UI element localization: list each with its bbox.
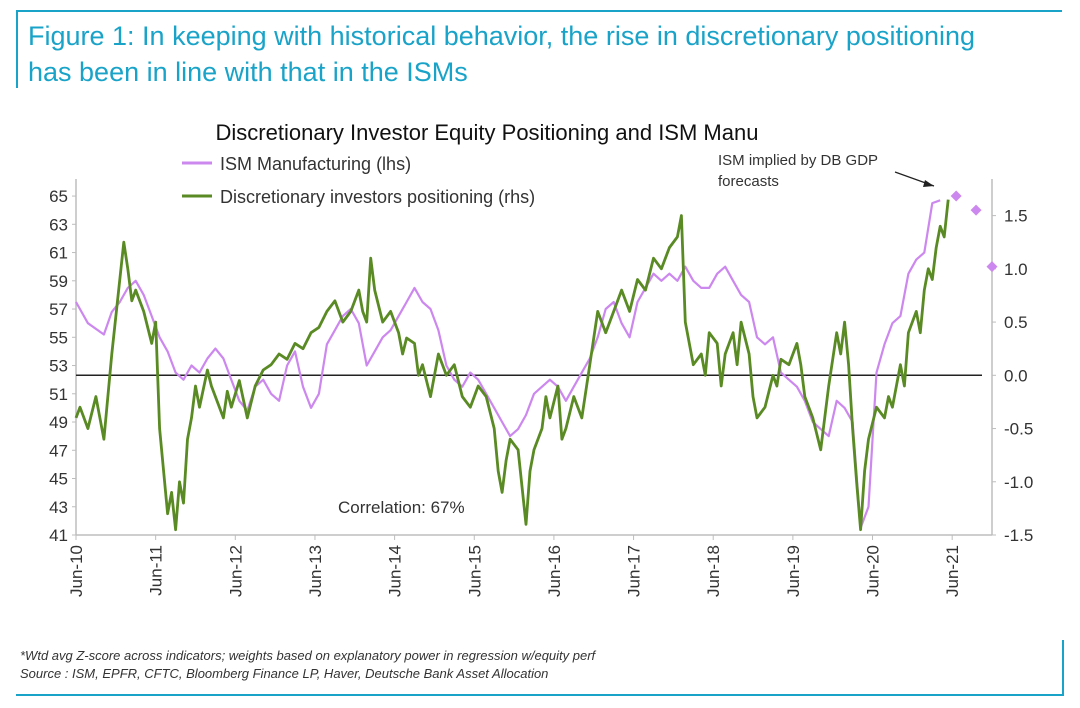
x-tick-label: Jun-15 xyxy=(465,545,484,597)
chart-container: Discretionary Investor Equity Positionin… xyxy=(0,110,1080,645)
y-left-tick-label: 51 xyxy=(49,385,68,404)
figure-frame-bottom xyxy=(16,694,1064,696)
legend-label-positioning: Discretionary investors positioning (rhs… xyxy=(220,187,535,207)
x-tick-label: Jun-14 xyxy=(386,545,405,597)
figure-title-line-1: Figure 1: In keeping with historical beh… xyxy=(28,21,976,51)
y-right-tick-label: 0.5 xyxy=(1004,313,1028,332)
figure-frame-left xyxy=(16,10,18,88)
x-tick-label: Jun-19 xyxy=(784,545,803,597)
y-left-tick-label: 63 xyxy=(49,215,68,234)
y-left-tick-label: 57 xyxy=(49,300,68,319)
chart-title: Discretionary Investor Equity Positionin… xyxy=(216,120,759,145)
figure-frame-top xyxy=(16,10,1062,12)
legend-label-ism: ISM Manufacturing (lhs) xyxy=(220,154,411,174)
plot-layer: 41 43 45 47 49 51 53 55 57 59 61 63 65 -1.5 -1.0 -0.5 0.… xyxy=(49,179,1033,597)
y-right-tick-label: 1.5 xyxy=(1004,207,1028,226)
implied-ism-point xyxy=(986,261,998,273)
y-left-tick-label: 61 xyxy=(49,244,68,263)
footnote-block: *Wtd avg Z-score across indicators; weig… xyxy=(20,647,595,683)
x-tick-label: Jun-10 xyxy=(67,545,86,597)
series-line-positioning xyxy=(74,199,950,532)
y-left-tick-label: 45 xyxy=(49,470,68,489)
implied-ism-point xyxy=(950,190,962,202)
y-left-tick-label: 49 xyxy=(49,413,68,432)
implied-ism-point xyxy=(970,204,982,216)
x-tick-label: Jun-21 xyxy=(943,545,962,597)
x-tick-label: Jun-16 xyxy=(545,545,564,597)
footnote-source: Source : ISM, EPFR, CFTC, Bloomberg Fina… xyxy=(20,666,549,681)
series-line-ism xyxy=(75,199,941,529)
implied-annotation-line-1: ISM implied by DB GDP xyxy=(718,152,878,169)
figure-title-line-2: has been in line with that in the ISMs xyxy=(28,57,468,87)
figure-title: Figure 1: In keeping with historical beh… xyxy=(28,18,1068,90)
y-left-tick-label: 65 xyxy=(49,187,68,206)
y-left-tick-label: 53 xyxy=(49,357,68,376)
implied-annotation-arrowhead xyxy=(923,180,934,187)
implied-annotation-line-2: forecasts xyxy=(718,173,779,190)
x-tick-label: Jun-11 xyxy=(147,545,166,596)
y-right-tick-label: -1.5 xyxy=(1004,526,1033,545)
y-right-tick-label: -0.5 xyxy=(1004,420,1033,439)
y-left-tick-label: 41 xyxy=(49,526,68,545)
y-left-tick-label: 55 xyxy=(49,328,68,347)
x-tick-label: Jun-13 xyxy=(306,545,325,597)
chart-svg: Discretionary Investor Equity Positionin… xyxy=(49,120,1033,597)
x-tick-label: Jun-17 xyxy=(625,545,644,597)
y-right-tick-label: 0.0 xyxy=(1004,366,1028,385)
y-right-tick-label: -1.0 xyxy=(1004,473,1033,492)
correlation-annotation: Correlation: 67% xyxy=(338,498,465,517)
x-tick-label: Jun-20 xyxy=(864,545,883,597)
y-right-tick-label: 1.0 xyxy=(1004,260,1028,279)
y-left-tick-label: 59 xyxy=(49,272,68,291)
x-tick-label: Jun-18 xyxy=(704,545,723,597)
figure-frame-right xyxy=(1062,640,1064,696)
y-left-tick-label: 47 xyxy=(49,441,68,460)
y-left-tick-label: 43 xyxy=(49,498,68,517)
x-tick-label: Jun-12 xyxy=(226,545,245,597)
footnote-note: *Wtd avg Z-score across indicators; weig… xyxy=(20,648,596,663)
